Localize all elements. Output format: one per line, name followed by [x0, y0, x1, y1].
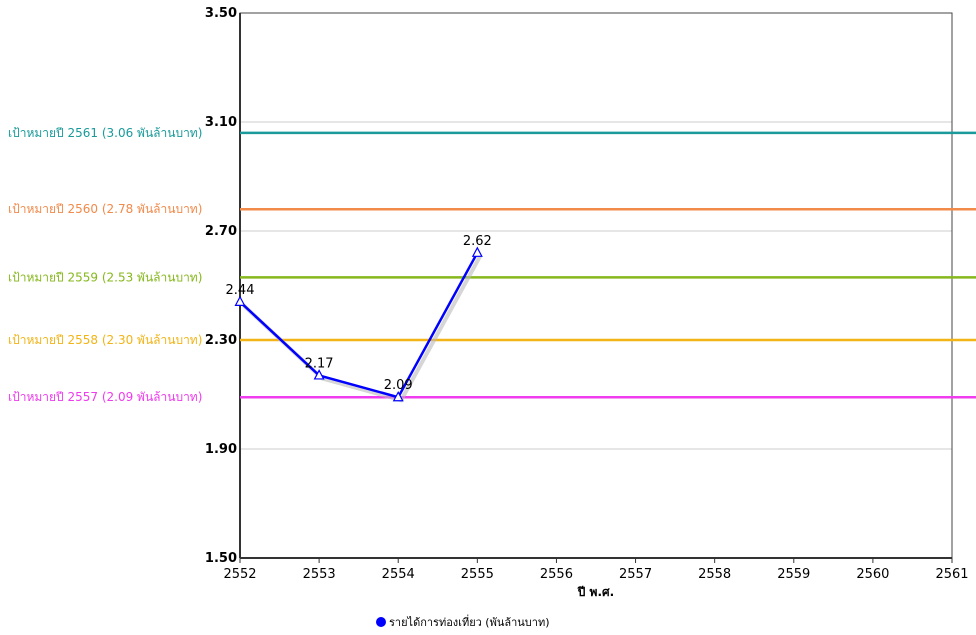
- data-point-marker: [313, 369, 325, 380]
- data-label: 2.17: [305, 356, 334, 371]
- y-tick-label: 2.70: [205, 224, 237, 239]
- x-tick-label: 2555: [461, 567, 494, 582]
- target-line-label: เป้าหมายปี 2557 (2.09 พันล้านบาท): [8, 390, 202, 404]
- target-line-label: เป้าหมายปี 2561 (3.06 พันล้านบาท): [8, 126, 202, 140]
- target-line-label: เป้าหมายปี 2559 (2.53 พันล้านบาท): [8, 270, 202, 284]
- x-tick-label: 2558: [698, 567, 731, 582]
- data-point-marker: [234, 295, 246, 306]
- target-line-label: เป้าหมายปี 2558 (2.30 พันล้านบาท): [8, 333, 202, 347]
- y-tick-label: 3.50: [205, 6, 237, 21]
- x-tick-label: 2557: [619, 567, 652, 582]
- series-line: [239, 252, 479, 399]
- plot-border: [239, 12, 953, 559]
- data-point-marker: [392, 390, 404, 402]
- y-tick-label: 3.10: [205, 115, 237, 130]
- x-tick-label: 2554: [382, 567, 415, 582]
- axes: [239, 12, 953, 563]
- series-layer: [234, 246, 483, 403]
- data-point-marker: [471, 246, 483, 257]
- x-axis-title: ปี พ.ศ.: [577, 585, 614, 599]
- y-tick-label: 1.50: [205, 551, 237, 566]
- y-tick-label: 2.30: [205, 333, 237, 348]
- legend-marker: [376, 617, 386, 627]
- x-tick-label: 2559: [777, 567, 810, 582]
- x-tick-label: 2556: [540, 567, 573, 582]
- legend-label: รายได้การท่องเที่ยว (พันล้านบาท): [389, 614, 550, 629]
- target-line-label: เป้าหมายปี 2560 (2.78 พันล้านบาท): [8, 202, 202, 216]
- x-tick-label: 2560: [856, 567, 889, 582]
- legend: รายได้การท่องเที่ยว (พันล้านบาท): [376, 614, 550, 629]
- y-tick-label: 1.90: [205, 442, 237, 457]
- data-label: 2.44: [226, 283, 255, 298]
- x-tick-label: 2553: [303, 567, 336, 582]
- x-tick-label: 2561: [935, 567, 968, 582]
- data-label: 2.09: [384, 378, 413, 393]
- data-label: 2.62: [463, 234, 492, 249]
- grid-lines: [240, 12, 952, 559]
- labels: 1.50 1.90 2.30 2.70 3.10 3.50 2552 2553 2554 2555…: [8, 6, 969, 599]
- x-tick-label: 2552: [223, 567, 256, 582]
- target-lines: [240, 131, 976, 399]
